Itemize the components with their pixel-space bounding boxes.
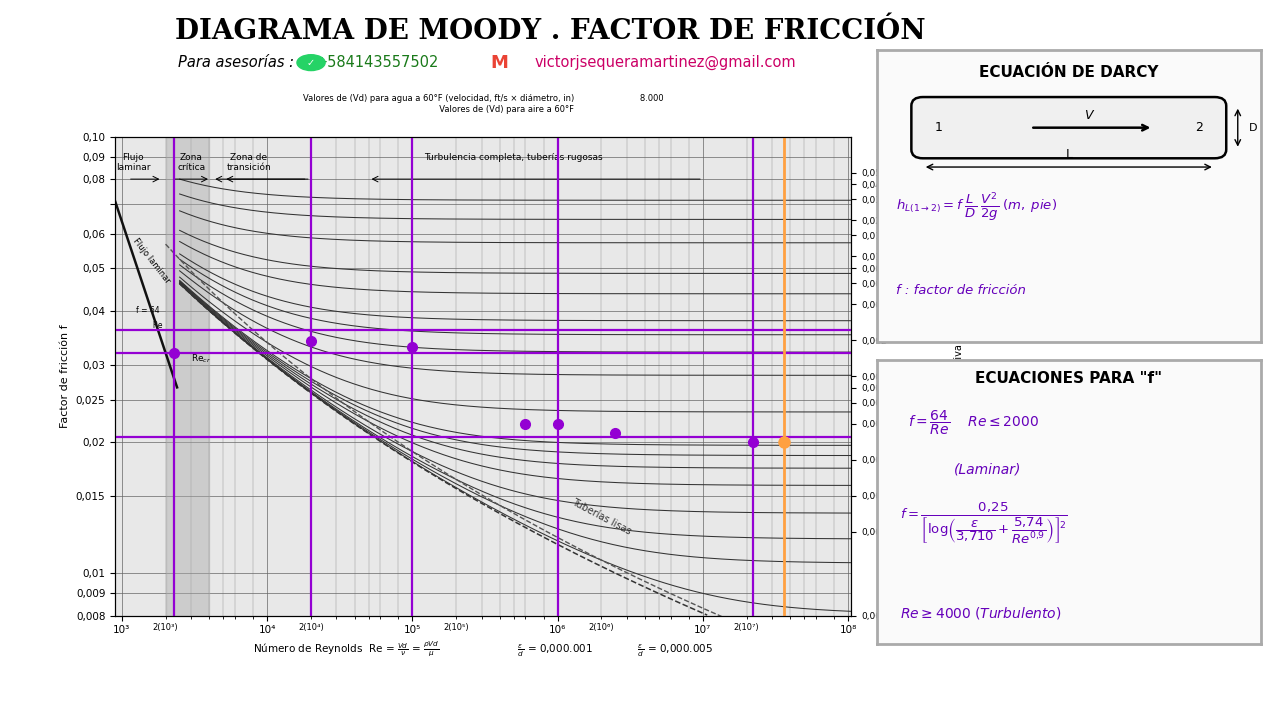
X-axis label: Número de Reynolds  Re = $\frac{Vd}{\nu}$ = $\frac{\rho Vd}{\mu}$               : Número de Reynolds Re = $\frac{Vd}{\nu}$… [253, 639, 713, 660]
Text: Re$_{cr}$: Re$_{cr}$ [191, 353, 211, 365]
Text: Tuberías lisas: Tuberías lisas [570, 497, 632, 536]
Text: $h_{L(1\to2)} = f\;\dfrac{L}{D}\;\dfrac{V^2}{2g}\;(m,\;pie)$: $h_{L(1\to2)} = f\;\dfrac{L}{D}\;\dfrac{… [896, 190, 1057, 223]
FancyBboxPatch shape [911, 97, 1226, 158]
Text: ECUACIONES PARA "f": ECUACIONES PARA "f" [975, 372, 1162, 387]
Text: DIAGRAMA DE MOODY . FACTOR DE FRICCIÓN: DIAGRAMA DE MOODY . FACTOR DE FRICCIÓN [175, 18, 925, 45]
Text: Flujo
laminar: Flujo laminar [116, 153, 151, 172]
Text: M: M [490, 53, 508, 71]
Text: Zona de
transición: Zona de transición [227, 153, 271, 172]
Text: Re: Re [141, 321, 163, 330]
Text: victorjsequeramartinez@gmail.com: victorjsequeramartinez@gmail.com [535, 55, 796, 71]
Title: Valores de (Vd) para agua a 60°F (velocidad, ft/s × diámetro, in)               : Valores de (Vd) para agua a 60°F (veloci… [303, 94, 663, 114]
Y-axis label: Rugosidad relativa  ε / d: Rugosidad relativa ε / d [954, 317, 964, 436]
Bar [165, 137, 210, 616]
Text: $f = \dfrac{0{,}25}{\left[\log\!\left(\dfrac{\varepsilon}{3{,}710}+\dfrac{5{,}74: $f = \dfrac{0{,}25}{\left[\log\!\left(\d… [900, 503, 1068, 546]
Text: ✓: ✓ [307, 58, 315, 68]
Y-axis label: Factor de fricción f: Factor de fricción f [60, 325, 70, 428]
Text: Turbulencia completa, tuberías rugosas: Turbulencia completa, tuberías rugosas [425, 153, 603, 161]
Text: $Re \geq 4000\;(Turbulento)$: $Re \geq 4000\;(Turbulento)$ [900, 605, 1061, 621]
Text: (Laminar): (Laminar) [954, 462, 1021, 477]
Text: Zona
crítica: Zona crítica [177, 153, 205, 172]
Text: ECUACIÓN DE DARCY: ECUACIÓN DE DARCY [979, 65, 1158, 80]
Text: Para asesorías :: Para asesorías : [178, 55, 294, 70]
Text: Flujo laminar: Flujo laminar [131, 236, 172, 285]
Text: $f = \dfrac{64}{Re}$    $Re \leq 2000$: $f = \dfrac{64}{Re}$ $Re \leq 2000$ [908, 408, 1038, 437]
Text: f : factor de fricción: f : factor de fricción [896, 284, 1025, 297]
Text: L: L [1065, 148, 1073, 161]
Text: f = 64: f = 64 [137, 306, 160, 315]
Text: V: V [1084, 109, 1092, 122]
Text: 1: 1 [934, 121, 942, 134]
Text: +584143557502: +584143557502 [316, 55, 439, 70]
Text: D: D [1249, 122, 1258, 132]
Text: 2: 2 [1196, 121, 1203, 134]
